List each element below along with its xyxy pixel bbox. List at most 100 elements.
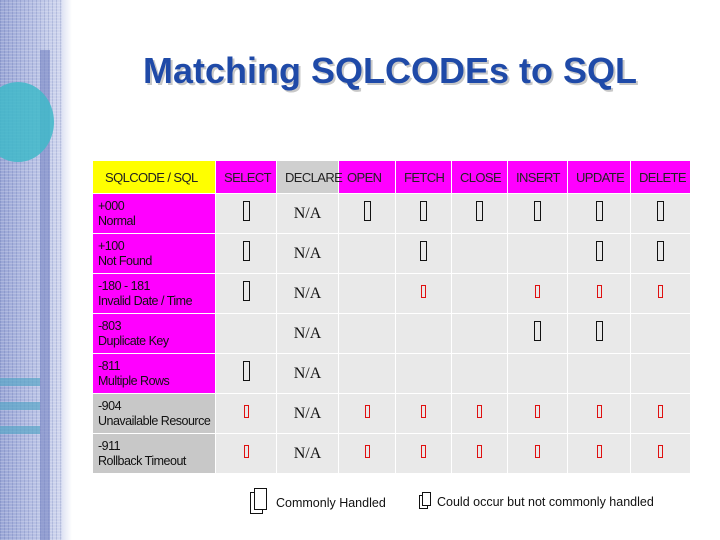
commonly-handled-icon <box>657 241 664 261</box>
could-occur-icon <box>596 284 602 298</box>
status-cell <box>507 353 568 394</box>
decoration-bar <box>40 50 50 540</box>
status-cell <box>395 433 452 474</box>
table-row: -911 Rollback Timeout N/A <box>92 433 691 474</box>
decoration-tick <box>0 426 40 434</box>
could-occur-icon <box>596 404 602 418</box>
na-cell: N/A <box>276 313 339 354</box>
decoration-edge <box>62 0 72 540</box>
could-occur-icon <box>477 444 482 458</box>
status-cell <box>451 273 508 314</box>
table-row: -803 Duplicate Key N/A <box>92 313 691 354</box>
header-close: CLOSE <box>451 160 508 194</box>
commonly-handled-icon <box>595 241 603 261</box>
status-cell <box>395 313 452 354</box>
status-cell <box>630 233 691 274</box>
status-cell <box>567 353 631 394</box>
sqlcode-cell: -911 Rollback Timeout <box>92 433 216 474</box>
commonly-handled-icon <box>595 321 603 341</box>
commonly-handled-icon <box>254 488 267 510</box>
sqlcode-description: Normal <box>98 213 136 228</box>
header-update: UPDATE <box>567 160 631 194</box>
commonly-handled-icon <box>420 201 427 221</box>
could-occur-icon <box>658 444 663 458</box>
status-cell <box>567 273 631 314</box>
commonly-handled-icon <box>242 281 250 301</box>
commonly-handled-icon <box>420 241 427 261</box>
status-cell <box>451 193 508 234</box>
status-cell <box>630 393 691 434</box>
could-occur-icon <box>364 444 370 458</box>
status-cell <box>507 273 568 314</box>
status-cell <box>451 313 508 354</box>
status-cell <box>395 353 452 394</box>
commonly-handled-icon <box>534 201 541 221</box>
sqlcode-value: +100 <box>98 238 125 253</box>
sqlcode-value: -811 <box>98 358 121 373</box>
sqlcode-value: -803 <box>98 318 122 333</box>
table-row: -811 Multiple Rows N/A <box>92 353 691 394</box>
could-occur-icon <box>658 404 663 418</box>
status-cell <box>215 353 277 394</box>
status-cell <box>338 433 396 474</box>
status-cell <box>507 313 568 354</box>
header-fetch: FETCH <box>395 160 452 194</box>
commonly-handled-icon <box>242 361 250 381</box>
could-occur-icon <box>658 284 663 298</box>
status-cell <box>215 433 277 474</box>
could-occur-icon <box>535 284 540 298</box>
commonly-handled-icon <box>363 201 371 221</box>
commonly-handled-icon <box>242 201 250 221</box>
status-cell <box>215 273 277 314</box>
sqlcode-value: -180 - 181 <box>98 278 150 293</box>
status-cell <box>567 233 631 274</box>
could-occur-icon <box>243 444 249 458</box>
status-cell <box>338 233 396 274</box>
sqlcode-cell: -180 - 181 Invalid Date / Time <box>92 273 216 314</box>
status-cell <box>395 393 452 434</box>
legend-commonly-handled-label: Commonly Handled <box>276 496 386 510</box>
could-occur-icon <box>243 404 249 418</box>
sqlcode-cell: -811 Multiple Rows <box>92 353 216 394</box>
status-cell <box>567 433 631 474</box>
status-cell <box>338 313 396 354</box>
sqlcode-description: Invalid Date / Time <box>98 293 193 308</box>
status-cell <box>507 233 568 274</box>
status-cell <box>630 273 691 314</box>
could-occur-icon <box>596 444 602 458</box>
status-cell <box>215 393 277 434</box>
sqlcode-description: Rollback Timeout <box>98 453 186 468</box>
header-select: SELECT <box>215 160 277 194</box>
sqlcode-cell: -904 Unavailable Resource <box>92 393 216 434</box>
status-cell <box>338 193 396 234</box>
could-occur-icon <box>364 404 370 418</box>
status-cell <box>395 193 452 234</box>
na-cell: N/A <box>276 233 339 274</box>
status-cell <box>507 433 568 474</box>
status-cell <box>630 313 691 354</box>
commonly-handled-icon <box>595 201 603 221</box>
could-occur-icon <box>477 404 482 418</box>
na-cell: N/A <box>276 193 339 234</box>
status-cell <box>630 353 691 394</box>
header-open: OPEN <box>338 160 396 194</box>
sqlcode-value: -904 <box>98 398 122 413</box>
status-cell <box>507 193 568 234</box>
commonly-handled-icon <box>534 321 541 341</box>
decoration-tick <box>0 402 40 410</box>
could-occur-icon <box>535 404 540 418</box>
status-cell <box>338 393 396 434</box>
status-cell <box>395 233 452 274</box>
slide-title: Matching SQLCODEs to SQL <box>142 50 637 91</box>
legend-could-occur-label: Could occur but not commonly handled <box>437 495 654 509</box>
table-row: +100 Not Found N/A <box>92 233 691 274</box>
sqlcode-table: SQLCODE / SQL SELECT DECLARE OPEN FETCH … <box>92 160 691 474</box>
header-insert: INSERT <box>507 160 568 194</box>
status-cell <box>451 393 508 434</box>
status-cell <box>338 273 396 314</box>
header-delete: DELETE <box>630 160 691 194</box>
na-cell: N/A <box>276 353 339 394</box>
na-cell: N/A <box>276 393 339 434</box>
status-cell <box>338 353 396 394</box>
could-occur-icon <box>421 444 426 458</box>
